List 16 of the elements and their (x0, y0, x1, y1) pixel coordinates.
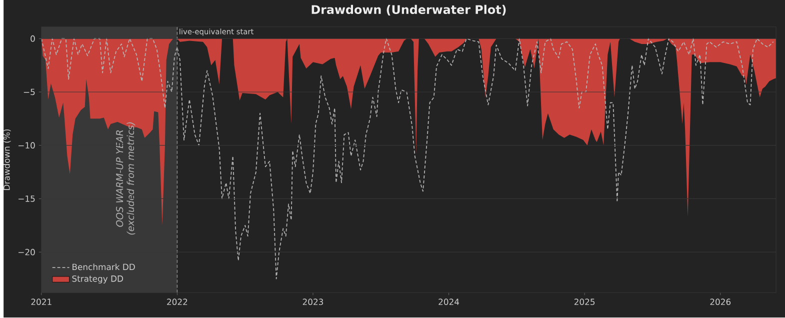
y-tick-label: −5 (24, 89, 35, 96)
x-tick-label: 2025 (574, 298, 595, 306)
legend-label: Benchmark DD (72, 264, 135, 270)
legend-label: Strategy DD (72, 276, 123, 284)
y-tick-label: −10 (18, 142, 35, 149)
y-axis-title: Drawdown (%) (3, 130, 11, 190)
x-tick-label: 2026 (710, 298, 731, 306)
x-tick-label: 2024 (438, 298, 460, 306)
chart-title: Drawdown (Underwater Plot) (312, 5, 506, 16)
x-tick-label: 2023 (302, 298, 324, 306)
y-tick-label: −15 (18, 196, 35, 202)
x-tick-label: 2022 (167, 298, 188, 306)
x-tick-label: 2021 (31, 298, 52, 306)
y-tick-label: −20 (18, 249, 35, 256)
band-label: OOS WARM-UP YEAR (excluded from metrics) (116, 122, 136, 235)
y-tick-label: 0 (30, 36, 35, 42)
